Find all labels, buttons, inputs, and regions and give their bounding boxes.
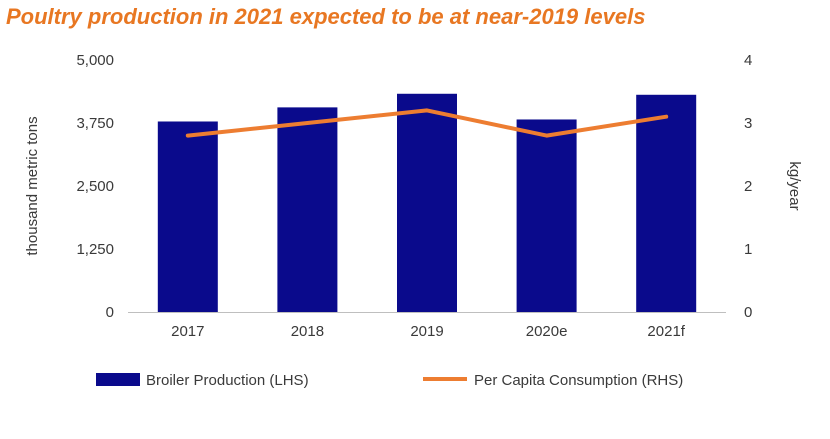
bar-2020e	[516, 119, 577, 312]
legend-line-label: Per Capita Consumption (RHS)	[474, 372, 683, 389]
left-tick-label: 1,250	[76, 241, 114, 258]
right-tick-label: 1	[744, 241, 752, 258]
legend-bar-swatch	[96, 373, 140, 386]
x-tick-label: 2017	[171, 323, 204, 340]
bar-series	[157, 93, 697, 312]
left-tick-label: 0	[106, 304, 114, 321]
left-tick-label: 3,750	[76, 115, 114, 132]
x-tick-label: 2020e	[526, 323, 568, 340]
legend: Broiler Production (LHS) Per Capita Cons…	[96, 372, 683, 389]
right-tick-label: 0	[744, 304, 752, 321]
bar-2018	[277, 107, 338, 312]
bar-2021f	[636, 94, 697, 312]
left-axis-ticks: 0 1,250 2,500 3,750 5,000	[76, 52, 114, 321]
x-tick-label: 2019	[410, 323, 443, 340]
chart-title: Poultry production in 2021 expected to b…	[6, 4, 646, 29]
bar-2017	[157, 121, 218, 312]
right-tick-label: 4	[744, 52, 752, 69]
bar-2019	[397, 93, 457, 312]
x-axis-ticks: 2017 2018 2019 2020e 2021f	[171, 323, 686, 340]
left-tick-label: 2,500	[76, 178, 114, 195]
left-axis-label: thousand metric tons	[24, 116, 41, 255]
x-tick-label: 2021f	[647, 323, 685, 340]
legend-bar-label: Broiler Production (LHS)	[146, 372, 309, 389]
line-series	[185, 108, 669, 138]
right-axis-ticks: 0 1 2 3 4	[744, 52, 752, 321]
x-tick-label: 2018	[291, 323, 324, 340]
right-tick-label: 2	[744, 178, 752, 195]
right-axis-label: kg/year	[786, 161, 803, 210]
right-tick-label: 3	[744, 115, 752, 132]
left-tick-label: 5,000	[76, 52, 114, 69]
